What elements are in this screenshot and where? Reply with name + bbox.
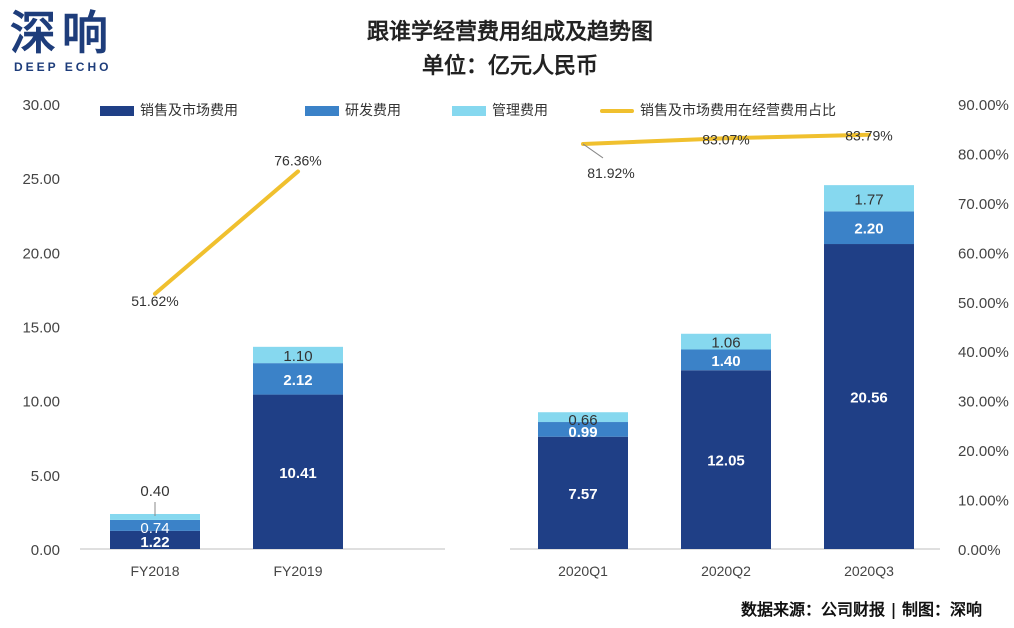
logo-chinese-text: 深响 <box>10 6 114 60</box>
label-sales: 12.05 <box>707 453 745 470</box>
label-admin: 0.66 <box>568 412 597 429</box>
y-right-tick-label: 80.00% <box>958 146 1009 163</box>
y-left-tick-label: 30.00 <box>22 97 60 114</box>
label-sales: 7.57 <box>568 486 597 503</box>
bar-admin <box>681 333 771 350</box>
ratio-data-label: 81.92% <box>587 165 634 181</box>
bar-rd <box>681 349 771 371</box>
logo-english-text: DEEP ECHO <box>14 60 112 74</box>
bar-rd <box>824 211 914 245</box>
legend-label-sales: 销售及市场费用 <box>140 103 238 119</box>
bar-sales <box>824 244 914 549</box>
label-admin: 0.40 <box>140 483 169 500</box>
x-tick-label: 2020Q1 <box>558 563 608 579</box>
label-rd: 0.74 <box>140 520 169 537</box>
y-right-tick-label: 30.00% <box>958 394 1009 411</box>
data-source-note: 数据来源：公司财报 | 制图：深响 <box>741 600 982 619</box>
bar-admin <box>110 513 200 520</box>
bar-rd <box>110 519 200 531</box>
y-right-tick-label: 70.00% <box>958 196 1009 213</box>
label-rd: 2.12 <box>283 372 312 389</box>
label-admin: 1.10 <box>283 348 312 365</box>
legend-item-ratio: 销售及市场费用在经营费用占比 <box>600 100 836 120</box>
y-right-tick-label: 60.00% <box>958 245 1009 262</box>
ratio-line <box>581 132 871 146</box>
legend-item-admin: 管理费用 <box>452 100 548 120</box>
label-admin: 1.77 <box>854 191 883 208</box>
label-rd: 1.40 <box>711 353 740 370</box>
bar-sales <box>681 370 771 549</box>
legend-swatch-rd <box>305 106 339 116</box>
y-right-tick-label: 10.00% <box>958 493 1009 510</box>
x-tick-label: 2020Q3 <box>844 563 894 579</box>
bar-sales <box>110 530 200 549</box>
x-tick-label: 2020Q2 <box>701 563 751 579</box>
ratio-label-leader <box>582 143 604 159</box>
y-right-tick-label: 90.00% <box>958 97 1009 114</box>
legend-item-rd: 研发费用 <box>305 100 401 120</box>
y-right-tick-label: 40.00% <box>958 344 1009 361</box>
y-right-tick-label: 50.00% <box>958 295 1009 312</box>
legend-label-rd: 研发费用 <box>345 103 401 119</box>
y-left-tick-label: 15.00 <box>22 320 60 337</box>
legend-label-admin: 管理费用 <box>492 103 548 119</box>
legend-swatch-admin <box>452 106 486 116</box>
ratio-data-label: 76.36% <box>274 152 321 168</box>
ratio-data-label: 83.07% <box>702 131 749 147</box>
legend-item-sales: 销售及市场费用 <box>100 100 238 120</box>
label-sales: 10.41 <box>279 465 317 482</box>
legend-line-ratio <box>600 109 634 113</box>
legend-swatch-sales <box>100 106 134 116</box>
label-sales: 1.22 <box>140 534 169 551</box>
label-rd: 0.99 <box>568 424 597 441</box>
bar-admin <box>538 412 628 423</box>
bar-admin <box>253 346 343 364</box>
chart-subtitle: 单位：亿元人民币 <box>421 53 598 79</box>
ratio-data-label: 51.62% <box>131 293 178 309</box>
x-tick-label: FY2018 <box>130 563 179 579</box>
y-left-tick-label: 0.00 <box>31 542 60 559</box>
y-left-tick-label: 20.00 <box>22 245 60 262</box>
y-right-tick-label: 0.00% <box>958 542 1001 559</box>
bar-sales <box>538 436 628 549</box>
x-tick-label: FY2019 <box>273 563 322 579</box>
bar-admin <box>824 185 914 212</box>
label-admin: 1.06 <box>711 335 740 352</box>
chart-title: 跟谁学经营费用组成及趋势图 <box>366 19 653 45</box>
logo: 深响 DEEP ECHO <box>10 6 150 80</box>
bar-sales <box>253 394 343 549</box>
y-left-tick-label: 25.00 <box>22 171 60 188</box>
label-rd: 2.20 <box>854 221 883 238</box>
y-right-tick-label: 20.00% <box>958 443 1009 460</box>
legend-label-ratio: 销售及市场费用在经营费用占比 <box>640 103 836 119</box>
y-left-tick-label: 5.00 <box>31 468 60 485</box>
bar-rd <box>253 363 343 395</box>
bar-rd <box>538 422 628 437</box>
label-sales: 20.56 <box>850 390 888 407</box>
y-left-tick-label: 10.00 <box>22 394 60 411</box>
ratio-line <box>153 169 300 296</box>
ratio-data-label: 83.79% <box>845 128 892 144</box>
